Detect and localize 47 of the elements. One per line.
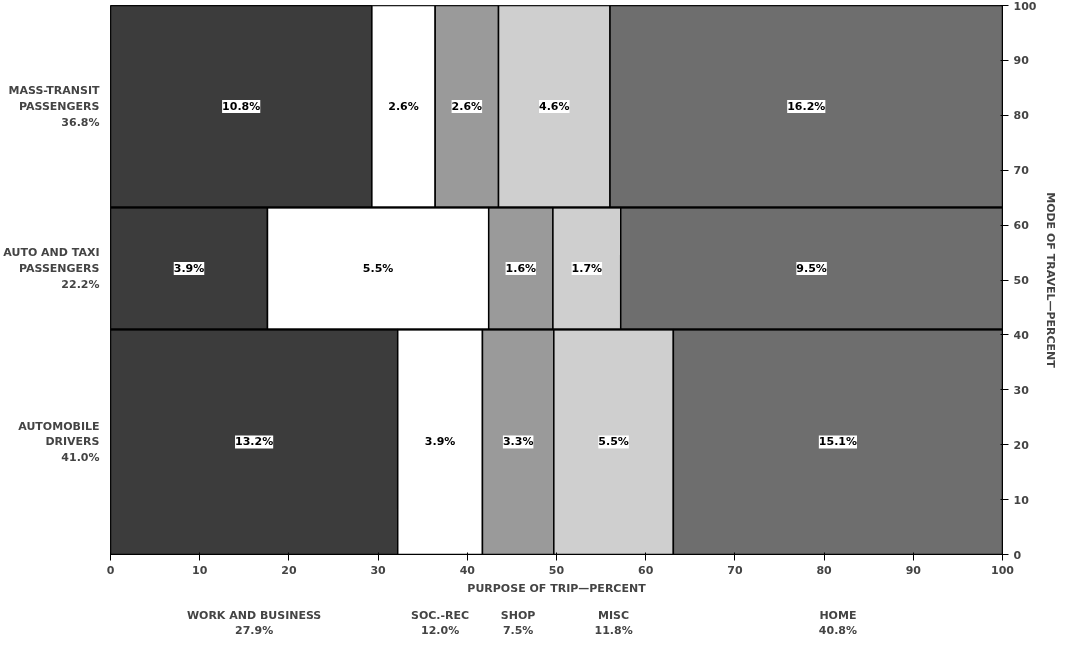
annotation: 5.5% [362,261,394,275]
annotation: 3.9% [424,435,456,449]
x-tick-label: 50 [548,563,565,577]
x-tick-label: 40 [459,563,476,577]
x-axis-title: PURPOSE OF TRIP—PERCENT [467,581,647,595]
annotation: 13.2% [235,435,274,449]
text: SHOP 7.5% [500,608,536,638]
y2-tick-label: 60 [1013,219,1030,233]
text: SOC.-REC 12.0% [411,608,470,638]
y-tick-label: AUTO AND TAXI PASSENGERS 22.2% [3,246,100,291]
y2-tick-label: 100 [1013,0,1037,13]
annotation: 2.6% [451,100,483,114]
annotation: 4.6% [539,100,570,114]
text: HOME 40.8% [818,608,858,638]
y2-tick-label: 80 [1013,109,1030,123]
x-tick-label: 80 [816,563,833,577]
annotation: 5.5% [598,435,629,449]
annotation: 16.2% [787,100,826,114]
y2-tick-label: 70 [1013,164,1030,178]
annotation: 3.3% [502,435,534,449]
x-tick-label: 30 [370,563,387,577]
annotation: 2.6% [388,100,419,114]
y-tick-label: MASS-TRANSIT PASSENGERS 36.8% [8,84,100,129]
y2-tick-label: 50 [1013,274,1030,287]
y2-tick-label: 30 [1013,383,1030,397]
y2-tick-label: 10 [1013,493,1030,507]
y-tick-label: AUTOMOBILE DRIVERS 41.0% [18,419,100,465]
annotation: 9.5% [796,261,827,275]
y2-tick-label: 0 [1013,548,1022,562]
y2-tick-label: 20 [1013,438,1030,452]
x-tick-label: 70 [727,563,743,577]
y2-axis-title: MODE OF TRAVEL—PERCENT [1044,192,1058,369]
x-tick-label: 60 [638,563,654,577]
y2-tick-label: 90 [1013,54,1030,68]
x-tick-label: 0 [106,563,115,577]
annotation: 15.1% [818,435,858,449]
x-tick-label: 10 [192,563,208,577]
annotation: 10.8% [222,100,261,114]
annotation: 1.6% [505,261,537,275]
y2-tick-label: 40 [1013,328,1030,342]
x-tick-label: 20 [281,563,297,577]
x-tick-label: 90 [905,563,922,577]
x-tick-label: 100 [991,563,1015,577]
annotation: 3.9% [173,261,205,275]
annotation: 1.7% [571,261,603,275]
text: WORK AND BUSINESS 27.9% [186,608,322,638]
text: MISC 11.8% [594,608,633,638]
